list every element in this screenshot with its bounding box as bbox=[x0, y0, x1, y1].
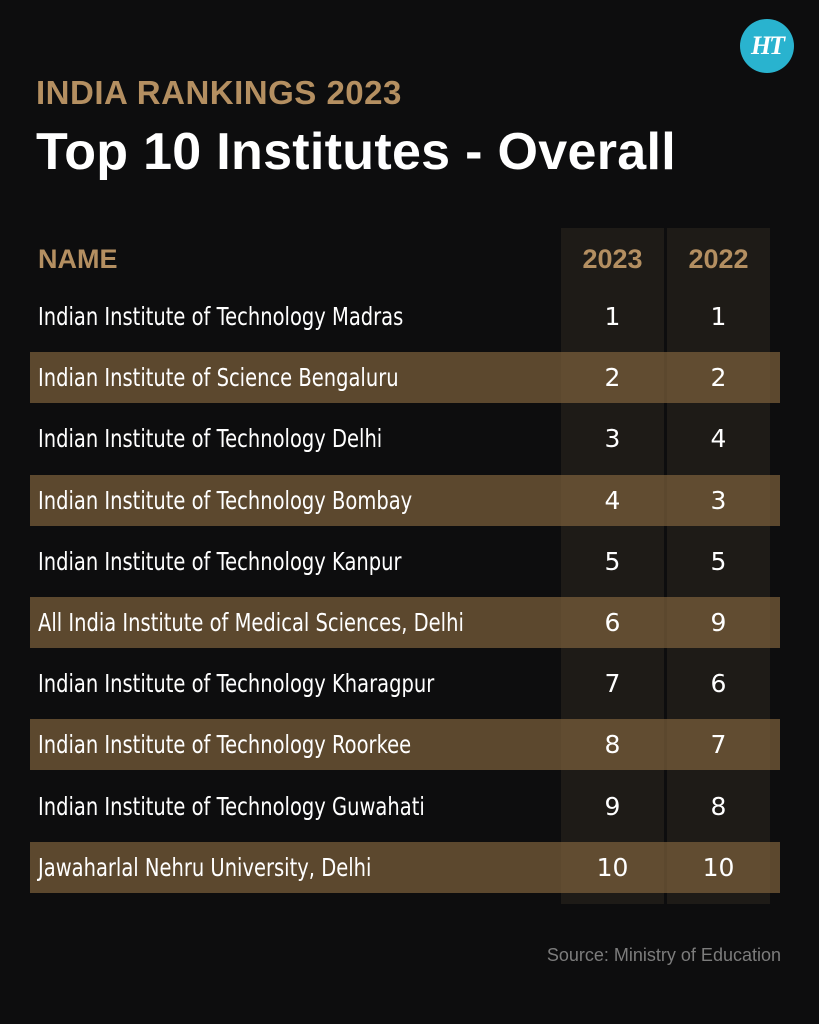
rank-2023: 4 bbox=[604, 485, 621, 515]
column-header-2022: 2022 bbox=[688, 244, 749, 274]
rank-2023: 3 bbox=[604, 424, 621, 454]
rank-2023: 7 bbox=[604, 669, 621, 699]
rank-2023: 2 bbox=[604, 363, 621, 393]
column-header-2023: 2023 bbox=[582, 244, 643, 274]
institute-name: Indian Institute of Science Bengaluru bbox=[38, 363, 399, 393]
institute-name: Indian Institute of Technology Kharagpur bbox=[38, 669, 435, 699]
table-row: Indian Institute of Technology Guwahati 9… bbox=[30, 781, 780, 832]
table-row: All India Institute of Medical Sciences,… bbox=[30, 597, 780, 648]
institute-name: Indian Institute of Technology Delhi bbox=[38, 424, 383, 454]
institute-name: Indian Institute of Technology Madras bbox=[38, 302, 404, 331]
rank-2023: 1 bbox=[604, 302, 621, 331]
institute-name: Indian Institute of Technology Kanpur bbox=[38, 546, 402, 576]
institute-name: Indian Institute of Technology Guwahati bbox=[38, 791, 425, 821]
institute-name: All India Institute of Medical Sciences,… bbox=[38, 608, 464, 637]
rank-2023: 5 bbox=[604, 546, 621, 576]
rank-2022: 10 bbox=[702, 852, 735, 882]
rank-2022: 5 bbox=[710, 546, 727, 576]
ht-logo: HT bbox=[740, 19, 794, 73]
table-row: Indian Institute of Technology Madras 1 1 bbox=[30, 291, 780, 342]
source-note: Source: Ministry of Education bbox=[546, 945, 781, 965]
table-row: Indian Institute of Technology Kharagpur… bbox=[30, 658, 780, 709]
rank-2022: 6 bbox=[710, 669, 727, 699]
rank-2023: 9 bbox=[604, 791, 621, 821]
institute-name: Indian Institute of Technology Roorkee bbox=[38, 730, 412, 760]
kicker-heading: INDIA RANKINGS 2023 bbox=[36, 74, 402, 111]
table-row: Indian Institute of Technology Roorkee 8 7 bbox=[30, 719, 780, 771]
table-row: Jawaharlal Nehru University, Delhi 10 10 bbox=[30, 841, 780, 893]
rank-2023: 6 bbox=[604, 608, 621, 637]
rank-2022: 8 bbox=[710, 791, 727, 821]
institute-name: Indian Institute of Technology Bombay bbox=[38, 485, 413, 515]
page-title: Top 10 Institutes - Overall bbox=[36, 123, 676, 181]
rank-2022: 2 bbox=[710, 363, 727, 393]
institute-name: Jawaharlal Nehru University, Delhi bbox=[38, 852, 372, 882]
table-row: Indian Institute of Science Bengaluru 2 2 bbox=[30, 352, 780, 404]
rank-2023: 8 bbox=[604, 730, 621, 760]
rank-2022: 7 bbox=[710, 730, 727, 760]
column-header-name: NAME bbox=[38, 244, 118, 274]
rank-2022: 9 bbox=[710, 608, 727, 637]
rank-2022: 3 bbox=[710, 485, 727, 515]
rank-2023: 10 bbox=[596, 852, 629, 882]
rank-2022: 4 bbox=[710, 424, 727, 454]
table-row: Indian Institute of Technology Kanpur 5 5 bbox=[30, 536, 780, 587]
table-row: Indian Institute of Technology Delhi 3 4 bbox=[30, 413, 780, 464]
table-row: Indian Institute of Technology Bombay 4 3 bbox=[30, 474, 780, 526]
rank-2022: 1 bbox=[710, 302, 727, 331]
column-bg-2023 bbox=[561, 228, 664, 904]
column-bg-2022 bbox=[667, 228, 770, 904]
